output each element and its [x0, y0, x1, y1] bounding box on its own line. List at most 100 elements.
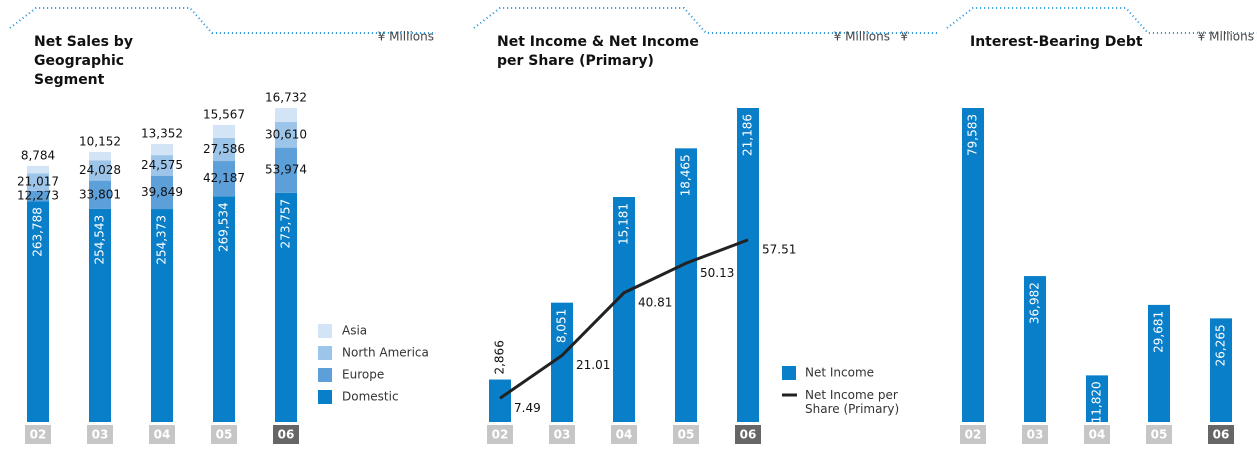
value-label: 254,373	[155, 215, 169, 265]
value-label: 36,982	[1028, 282, 1042, 324]
x-tick-label: 04	[154, 428, 171, 442]
value-label: 8,784	[21, 148, 55, 162]
category-box	[149, 425, 175, 444]
x-tick-label: 05	[678, 428, 695, 442]
x-tick-label: 03	[92, 428, 109, 442]
bar	[1148, 304, 1170, 422]
bar-segment	[151, 155, 173, 176]
value-label: 18,465	[679, 154, 693, 196]
bar-segment	[27, 173, 49, 191]
value-label: 21.01	[576, 358, 610, 372]
chart-title: Net Sales by Geographic Segment	[34, 34, 133, 88]
unit-label: ¥ Millions	[834, 30, 890, 44]
value-label: 30,610	[265, 127, 307, 141]
x-tick-label: 02	[965, 428, 982, 442]
value-label: 26,265	[1214, 324, 1228, 366]
line	[499, 238, 749, 400]
value-label: 39,849	[141, 185, 183, 199]
category-box	[673, 425, 699, 444]
x-tick-label: 06	[278, 428, 295, 442]
value-label: 2,866	[493, 340, 507, 374]
bar-segment	[151, 209, 173, 422]
bar-segment	[151, 143, 173, 156]
value-label: 21,017	[17, 175, 59, 189]
bar	[1024, 276, 1046, 422]
title-decoration	[9, 7, 1257, 34]
value-label: 27,586	[203, 142, 245, 156]
category-box	[735, 425, 761, 444]
unit-label: ¥ Millions	[1198, 30, 1254, 44]
value-label: 15,181	[617, 203, 631, 245]
value-label: 7.49	[514, 401, 541, 415]
category-box	[1084, 425, 1110, 444]
category-box	[25, 425, 51, 444]
category-box	[549, 425, 575, 444]
category-box	[273, 425, 299, 444]
bar-segment	[275, 192, 297, 422]
unit-label: ¥	[900, 30, 908, 44]
x-tick-label: 06	[1213, 428, 1230, 442]
bar-segment	[89, 208, 111, 422]
legend-label: Asia	[342, 324, 367, 338]
x-tick-label: 05	[216, 428, 233, 442]
value-label: 8,051	[555, 309, 569, 343]
x-tick-label: 02	[30, 428, 47, 442]
category-box	[611, 425, 637, 444]
value-label: 11,820	[1090, 381, 1104, 423]
value-label: 53,974	[265, 163, 307, 177]
x-tick-label: 06	[740, 428, 757, 442]
value-label: 12,273	[17, 189, 59, 203]
legend-label: Net Income per Share (Primary)	[805, 388, 900, 416]
value-label: 40.81	[638, 295, 672, 309]
value-label: 10,152	[79, 134, 121, 148]
bar	[551, 302, 573, 422]
bar-segment	[275, 147, 297, 193]
category-box	[487, 425, 513, 444]
category-box	[1208, 425, 1234, 444]
value-label: 13,352	[141, 126, 183, 140]
value-label: 79,583	[966, 114, 980, 156]
value-label: 50.13	[700, 266, 734, 280]
bar	[613, 197, 635, 422]
value-label: 42,187	[203, 171, 245, 185]
legend-label: Europe	[342, 368, 384, 382]
legend-label: Domestic	[342, 390, 399, 404]
legend-swatch	[318, 324, 332, 338]
bar-segment	[89, 160, 111, 181]
value-label: 16,732	[265, 91, 307, 105]
legend-swatch	[782, 366, 796, 380]
value-label: 33,801	[79, 187, 121, 201]
value-label: 254,543	[93, 215, 107, 265]
value-label: 24,028	[79, 163, 121, 177]
bar	[1086, 375, 1108, 422]
x-tick-label: 03	[554, 428, 571, 442]
bar-segment	[213, 196, 235, 422]
value-label: 273,757	[279, 199, 293, 249]
chart-title: Interest-Bearing Debt	[970, 34, 1143, 50]
x-tick-label: 03	[1027, 428, 1044, 442]
bar	[675, 148, 697, 422]
bar-segment	[89, 151, 111, 161]
bar	[737, 108, 759, 422]
legend-swatch	[318, 390, 332, 404]
bar-segment	[27, 165, 49, 174]
legend-label: North America	[342, 346, 429, 360]
category-box	[87, 425, 113, 444]
x-tick-label: 05	[1151, 428, 1168, 442]
x-tick-label: 02	[492, 428, 509, 442]
category-box	[1146, 425, 1172, 444]
legend-swatch	[318, 368, 332, 382]
bar-segment	[213, 124, 235, 138]
value-label: 269,534	[217, 202, 231, 252]
value-label: 57.51	[762, 242, 796, 256]
category-box	[211, 425, 237, 444]
x-tick-label: 04	[616, 428, 633, 442]
bar-segment	[213, 137, 235, 162]
value-label: 21,186	[741, 114, 755, 156]
value-label: 29,681	[1152, 311, 1166, 353]
bar	[962, 108, 984, 422]
bar-segment	[27, 190, 49, 202]
bar-segment	[89, 180, 111, 209]
